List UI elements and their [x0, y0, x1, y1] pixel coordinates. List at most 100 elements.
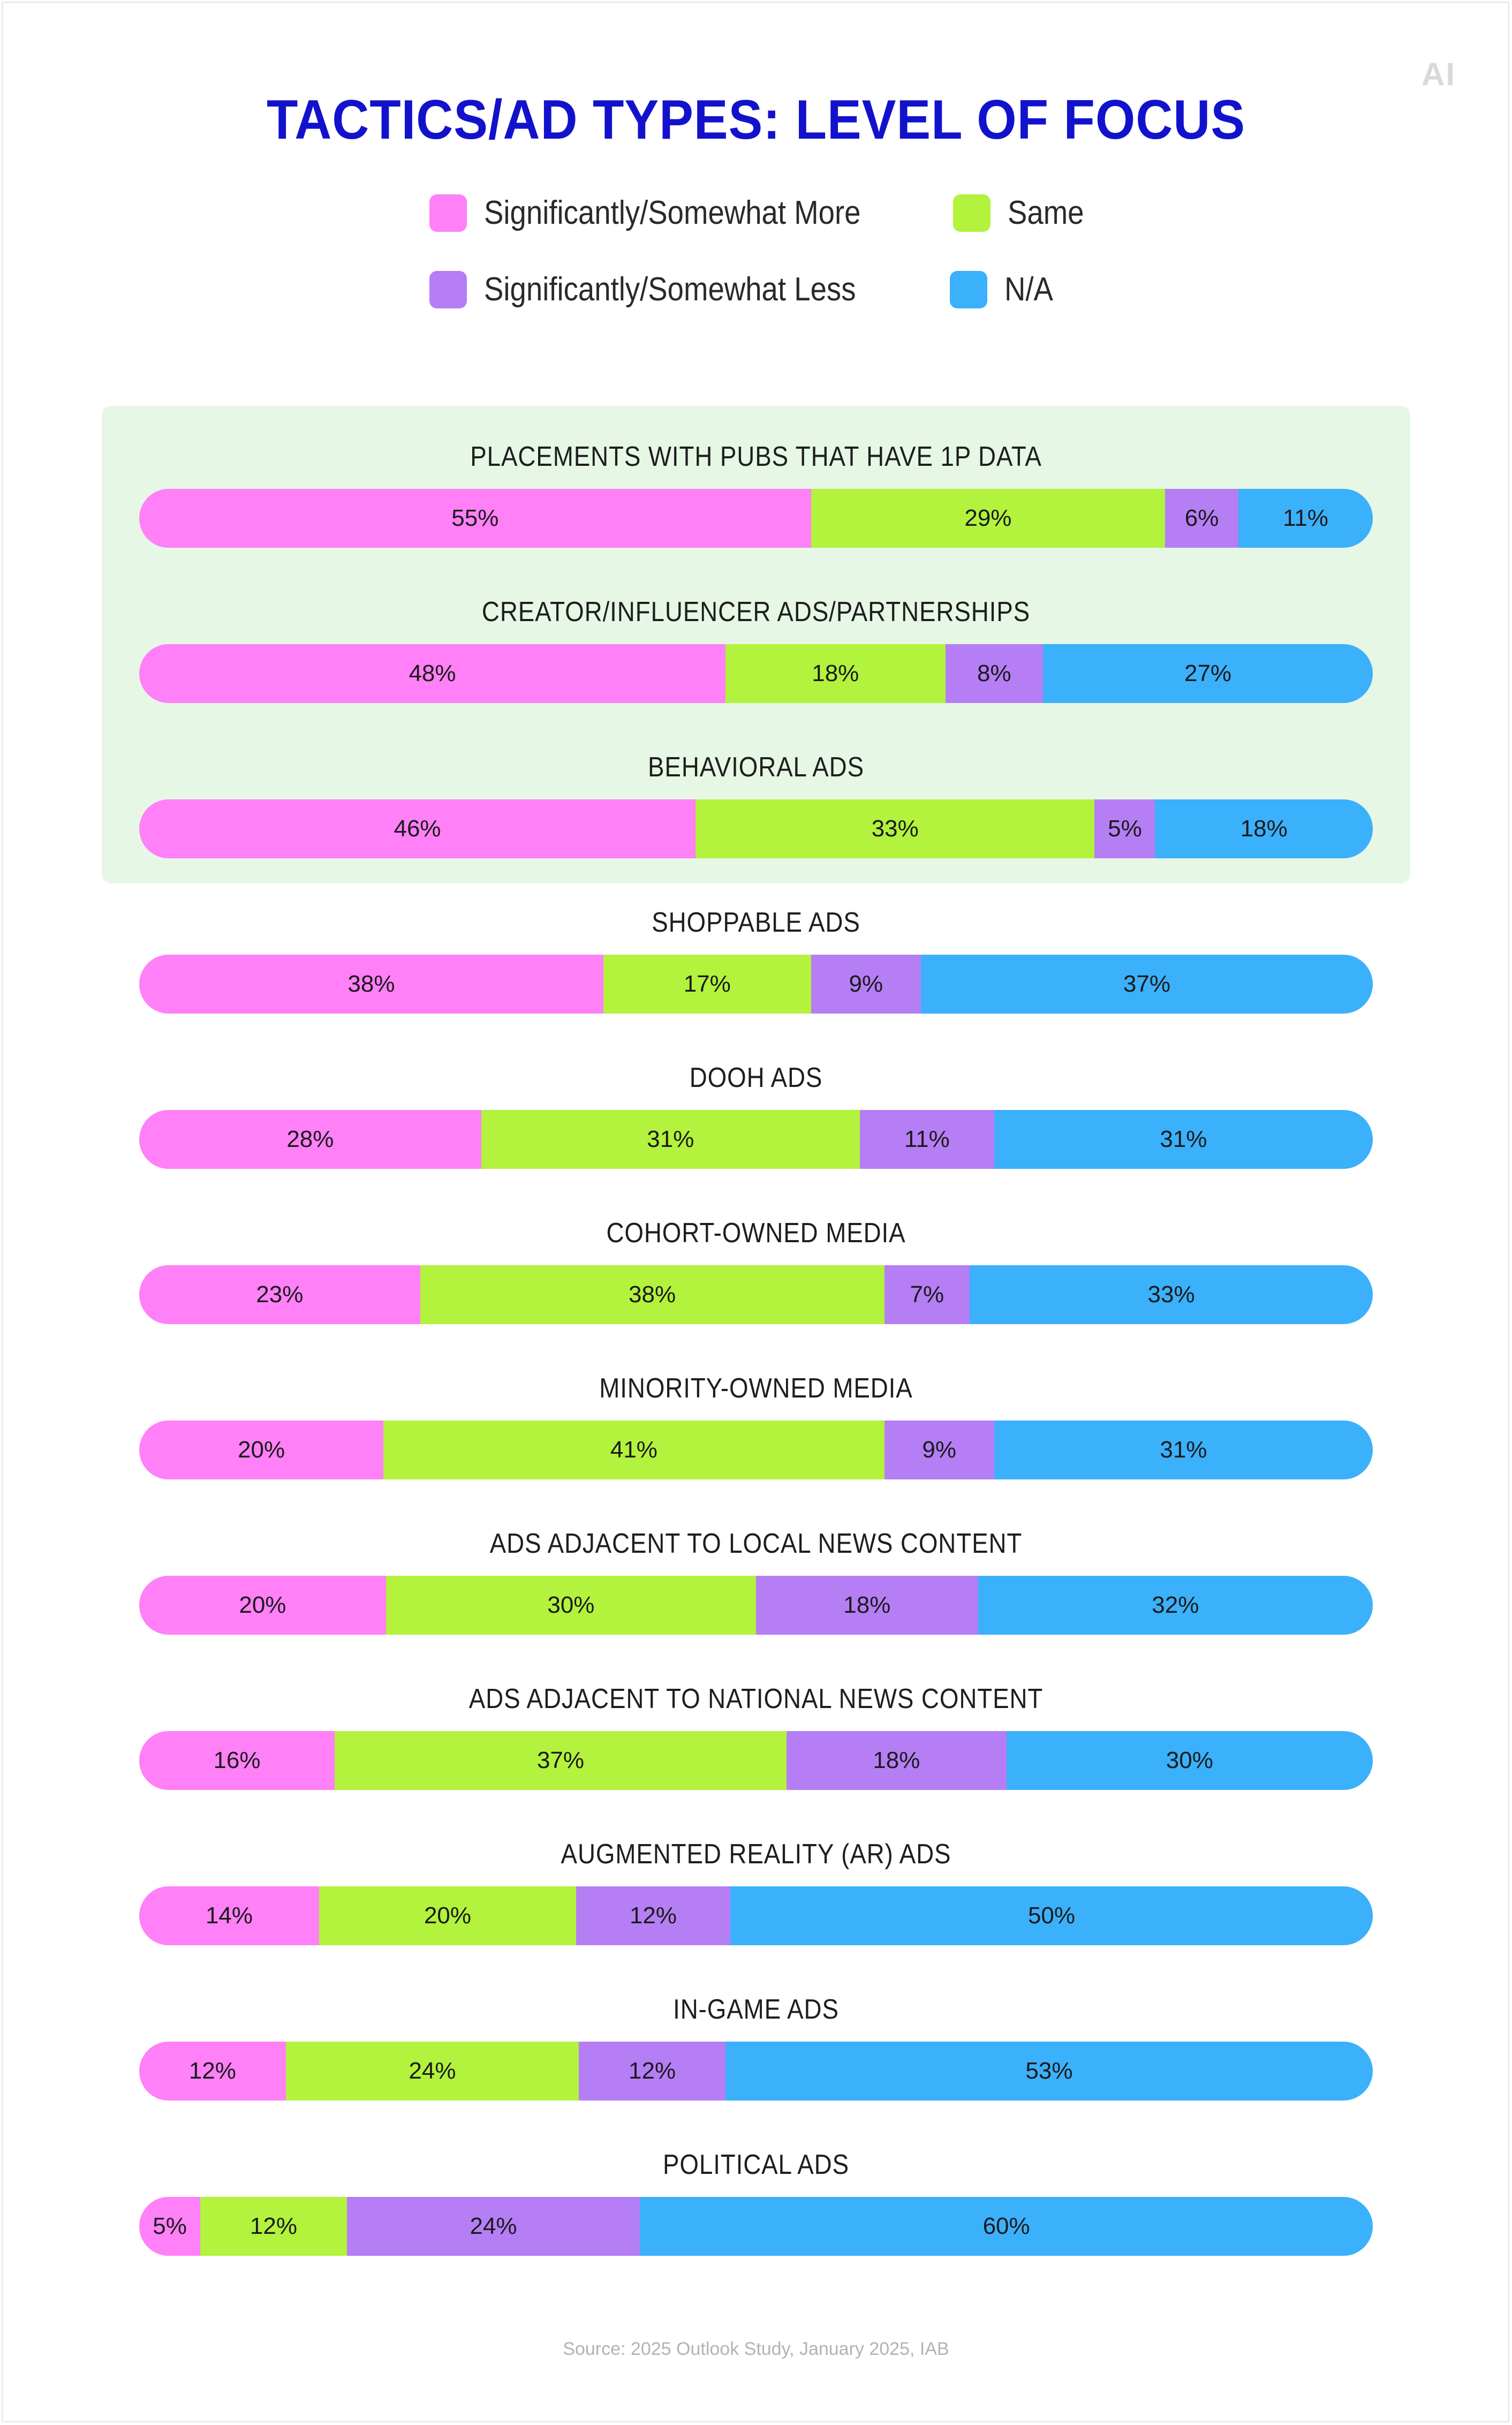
source-note: Source: 2025 Outlook Study, January 2025…	[563, 2339, 949, 2359]
data-label: 12%	[629, 2058, 676, 2084]
bar-row: 48% 18% 8% 27%	[139, 644, 1373, 703]
bar-segment-less: 7%	[884, 1265, 970, 1324]
row-label: IN-GAME ADS	[673, 1994, 839, 2025]
legend-item-less: Significantly/Somewhat Less	[429, 270, 906, 308]
data-label: 27%	[1184, 660, 1232, 686]
bar-segment-more: 20%	[139, 1576, 386, 1635]
legend-swatch-more	[429, 194, 467, 232]
bar-segment-less: 8%	[945, 644, 1044, 703]
chart-title: TACTICS/AD TYPES: LEVEL OF FOCUS	[267, 89, 1245, 151]
bar-row: 55% 29% 6% 11%	[139, 489, 1373, 548]
legend-label-same: Same	[1008, 194, 1084, 231]
bar-segment-more: 46%	[139, 799, 696, 858]
bar-row: 38% 17% 9% 37%	[139, 955, 1373, 1014]
bar-segment-less: 9%	[811, 955, 921, 1014]
data-label: 46%	[394, 815, 441, 842]
bar-segment-na: 53%	[725, 2042, 1373, 2101]
legend-item-same: Same	[953, 194, 1094, 232]
data-label: 20%	[238, 1437, 285, 1463]
data-label: 55%	[451, 505, 499, 531]
data-label: 20%	[239, 1592, 286, 1618]
data-label: 9%	[922, 1437, 956, 1463]
legend-item-na: N/A	[950, 270, 1060, 308]
bar-segment-more: 55%	[139, 489, 811, 548]
data-label: 18%	[843, 1592, 891, 1618]
bar-row: 46% 33% 5% 18%	[139, 799, 1373, 858]
brand-logo: AI	[1422, 56, 1456, 92]
legend-swatch-na	[950, 270, 987, 308]
data-label: 32%	[1152, 1592, 1199, 1618]
bar-segment-more: 38%	[139, 955, 603, 1014]
data-label: 8%	[977, 660, 1011, 686]
bar-segment-na: 30%	[1006, 1731, 1373, 1790]
bar-row: 16% 37% 18% 30%	[139, 1731, 1373, 1790]
data-label: 12%	[188, 2058, 236, 2084]
data-label: 53%	[1025, 2058, 1073, 2084]
bar-segment-na: 32%	[978, 1576, 1373, 1635]
data-label: 18%	[1240, 815, 1288, 842]
data-label: 7%	[910, 1281, 944, 1308]
bar-segment-same: 33%	[695, 799, 1095, 858]
bar-row: 20% 30% 18% 32%	[139, 1576, 1373, 1635]
bar-segment-na: 18%	[1155, 799, 1373, 858]
data-label: 14%	[205, 1902, 253, 1929]
data-label: 18%	[812, 660, 859, 686]
bar-segment-more: 14%	[139, 1886, 319, 1945]
legend-label-more: Significantly/Somewhat More	[484, 194, 861, 231]
data-label: 28%	[286, 1126, 334, 1152]
bar-segment-na: 33%	[970, 1265, 1373, 1324]
bar-row: 14% 20% 12% 50%	[139, 1886, 1373, 1945]
bar-segment-na: 31%	[994, 1421, 1373, 1479]
data-label: 41%	[610, 1437, 657, 1463]
bar-segment-more: 48%	[139, 644, 725, 703]
row-label: BEHAVIORAL ADS	[648, 752, 864, 783]
data-label: 17%	[683, 971, 731, 997]
bar-segment-less: 12%	[576, 1886, 730, 1945]
data-label: 29%	[964, 505, 1012, 531]
legend-label-na: N/A	[1004, 271, 1053, 308]
bar-segment-more: 28%	[139, 1110, 481, 1169]
legend-item-more: Significantly/Somewhat More	[429, 194, 912, 232]
bar-segment-same: 37%	[334, 1731, 787, 1790]
data-label: 38%	[347, 971, 395, 997]
data-label: 12%	[629, 1902, 677, 1929]
bar-row: 5% 12% 24% 60%	[139, 2197, 1373, 2256]
data-label: 37%	[1123, 971, 1170, 997]
bar-row: 23% 38% 7% 33%	[139, 1265, 1373, 1324]
legend-swatch-less	[429, 270, 467, 308]
data-label: 24%	[409, 2058, 456, 2084]
bar-segment-less: 6%	[1165, 489, 1239, 548]
data-label: 30%	[1166, 1747, 1213, 1773]
bar-segment-less: 11%	[859, 1110, 994, 1169]
bar-segment-same: 18%	[725, 644, 946, 703]
data-label: 11%	[1283, 505, 1328, 531]
row-label: SHOPPABLE ADS	[652, 907, 860, 938]
bar-segment-na: 60%	[640, 2197, 1373, 2256]
data-label: 24%	[470, 2213, 517, 2239]
bar-segment-more: 16%	[139, 1731, 335, 1790]
bar-segment-more: 12%	[139, 2042, 286, 2101]
bar-segment-more: 23%	[139, 1265, 420, 1324]
bar-segment-na: 11%	[1238, 489, 1373, 548]
row-label: ADS ADJACENT TO NATIONAL NEWS CONTENT	[468, 1683, 1044, 1714]
data-label: 30%	[547, 1592, 595, 1618]
data-label: 12%	[250, 2213, 297, 2239]
bar-row: 20% 41% 9% 31%	[139, 1421, 1373, 1479]
data-label: 31%	[1160, 1126, 1207, 1152]
bar-segment-less: 24%	[346, 2197, 640, 2256]
bar-segment-same: 24%	[285, 2042, 579, 2101]
bar-segment-less: 12%	[579, 2042, 725, 2101]
data-label: 20%	[424, 1902, 472, 1929]
data-label: 31%	[647, 1126, 694, 1152]
data-label: 38%	[629, 1281, 676, 1308]
bar-segment-na: 50%	[730, 1886, 1373, 1945]
bar-segment-more: 5%	[139, 2197, 201, 2256]
row-label: PLACEMENTS WITH PUBS THAT HAVE 1P DATA	[470, 441, 1042, 472]
data-label: 11%	[904, 1126, 950, 1152]
bar-segment-na: 31%	[994, 1110, 1373, 1169]
data-label: 16%	[213, 1747, 261, 1773]
bar-segment-same: 41%	[383, 1421, 884, 1479]
data-label: 5%	[153, 2213, 187, 2239]
bar-segment-same: 31%	[481, 1110, 860, 1169]
row-label: DOOH ADS	[689, 1062, 823, 1093]
